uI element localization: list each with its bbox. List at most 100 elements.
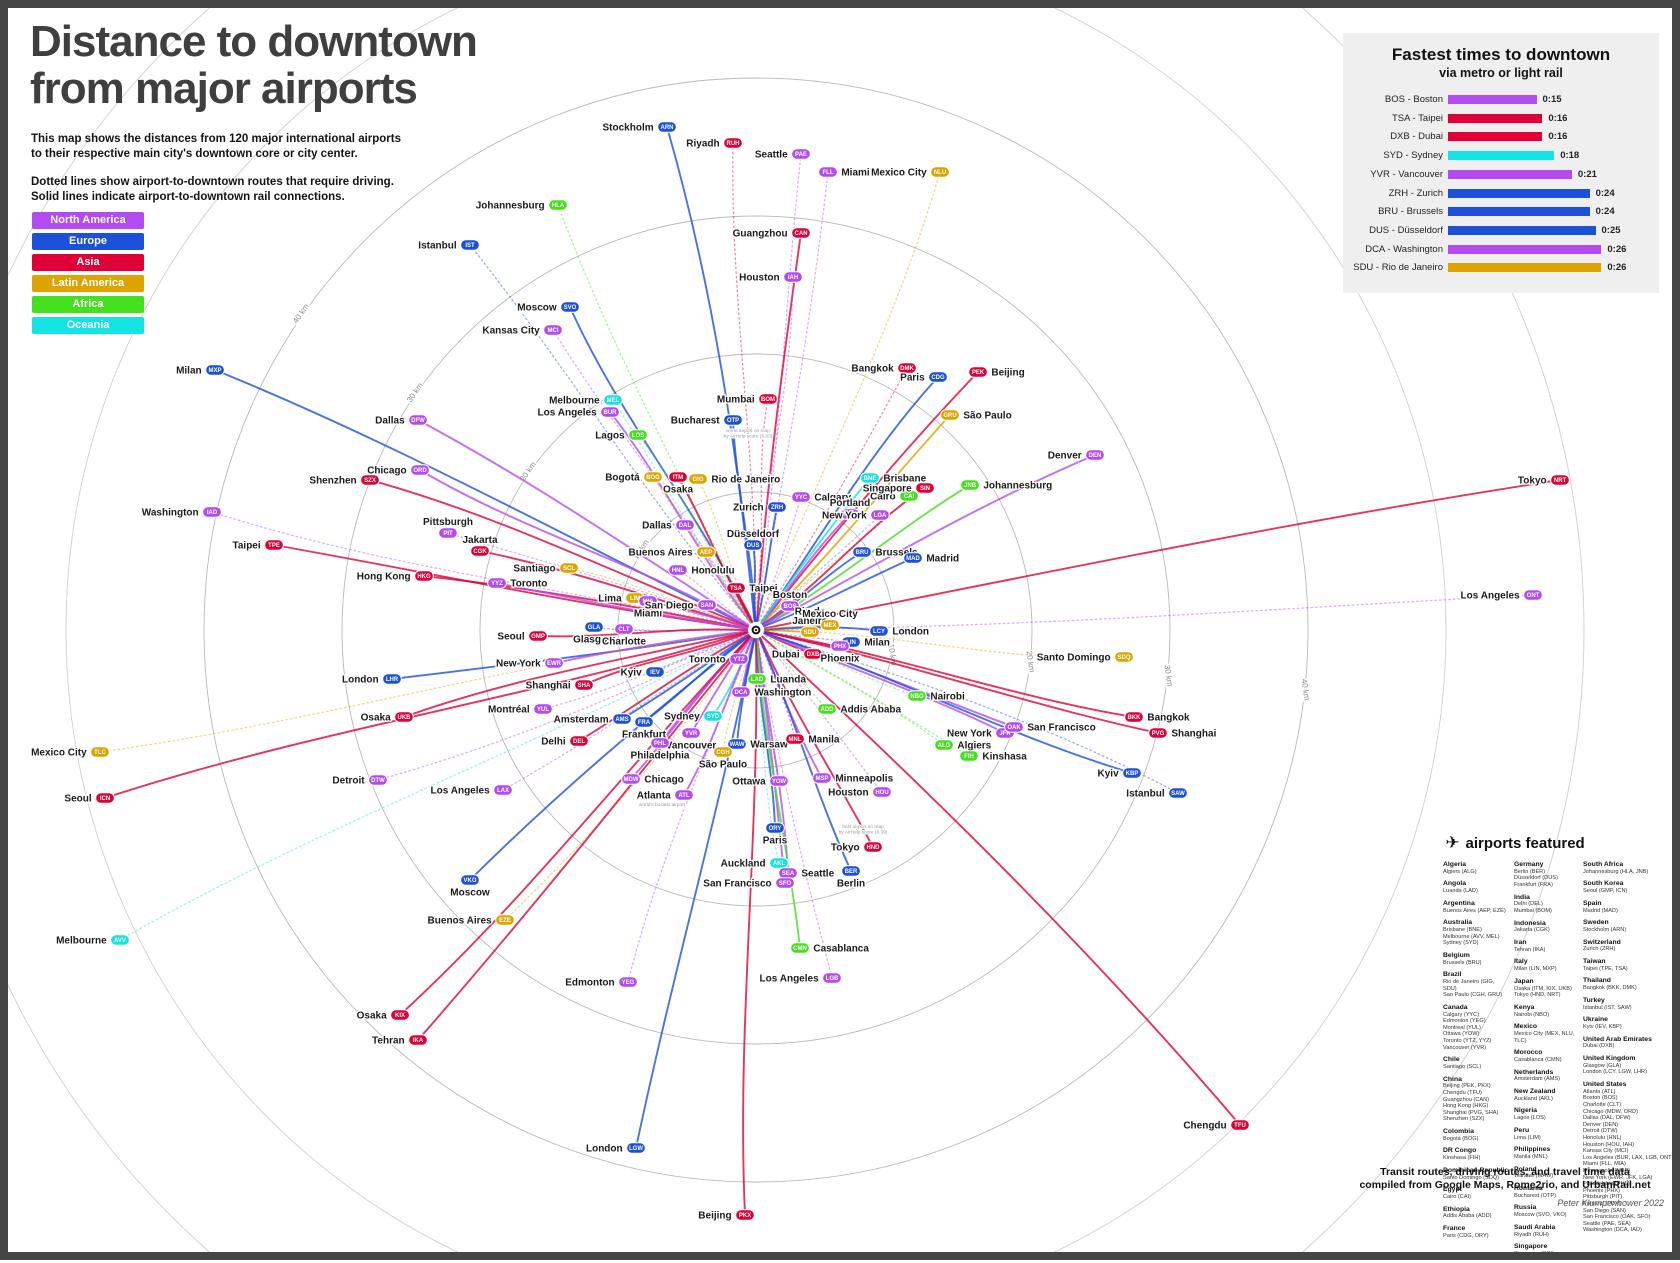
- airport-hou: HOU Houston: [827, 786, 892, 800]
- map-description: This map shows the distances from 120 ma…: [31, 132, 401, 218]
- legend-chip-latin-america: Latin America: [32, 275, 144, 292]
- route-lhr-rail: [391, 630, 749, 680]
- fastest-row-bar: [1448, 95, 1537, 104]
- airport-city-label: Los Angeles: [1461, 590, 1521, 601]
- country-airport: Moscow (SVO, VKO): [1514, 1212, 1567, 1219]
- airport-city-label: Santo Domingo: [1037, 652, 1111, 663]
- country-entry: Italy Milan (LIN, MXP): [1514, 958, 1580, 972]
- airport-city-label: Sydney: [664, 711, 700, 722]
- airport-code-pill: [928, 371, 948, 383]
- airport-ont: ONT Los Angeles: [1459, 589, 1543, 603]
- route-icn-rail: [104, 631, 749, 799]
- airport-code: MSP: [815, 776, 828, 782]
- airport-code-pill: [390, 1009, 410, 1021]
- airport-city-label: Pittsburgh: [423, 517, 473, 528]
- country-airport: Calgary (YYC): [1443, 1011, 1480, 1018]
- airport-code-pill: [618, 976, 638, 988]
- downtown-center-marker: [751, 625, 761, 635]
- airport-code-pill: [860, 472, 880, 484]
- route-gru-rail: [761, 414, 951, 625]
- airport-lad: LAD Luanda: [747, 673, 808, 687]
- country-airport: Mexico City (MEX, NLU, TLC): [1514, 1031, 1575, 1044]
- airport-code-pill: [1122, 767, 1142, 779]
- airport-code-pill: [495, 914, 515, 926]
- airport-gig: GIG Rio de Janeiro: [688, 473, 782, 487]
- country-name: Singapore: [1514, 1243, 1548, 1251]
- airport-code: NRT: [1554, 478, 1567, 484]
- country-airport: Miami (FLL, MIA): [1583, 1161, 1626, 1168]
- airport-code-pill: [817, 703, 837, 715]
- route-jfk-rail: [763, 632, 1006, 734]
- route-nbo-driving: [763, 632, 918, 697]
- country-airport: London (LCY, LGW, LHR): [1583, 1069, 1647, 1076]
- airport-code-pill: [110, 934, 130, 946]
- airport-code: GRU: [943, 413, 956, 419]
- airport-city-label: Edmonton: [565, 977, 614, 988]
- country-entry: Taiwan Taipei (TPE, TSA): [1583, 958, 1679, 972]
- route-gig-driving: [697, 478, 754, 623]
- fastest-row-label: DUS - Düsseldorf: [1369, 224, 1443, 236]
- airport-code: CLT: [618, 627, 630, 633]
- airport-bos: BOS Boston: [771, 588, 809, 612]
- country-name: Dominican Republic: [1443, 1166, 1509, 1174]
- map-annotation: by AirHelp score (6.03): [724, 434, 773, 440]
- ring-label-30km: 30 km: [1163, 664, 1175, 687]
- airport-code-pill: [1550, 474, 1570, 486]
- airport-code: KBP: [1126, 771, 1139, 777]
- route-dtw-driving: [377, 632, 749, 781]
- airport-city-label: Tehran: [372, 1035, 405, 1046]
- airport-code: IAD: [207, 510, 218, 516]
- airport-city-label: Osaka: [663, 484, 693, 495]
- airport-city-label: Mexico City: [31, 747, 87, 758]
- airport-code: AKL: [773, 861, 786, 867]
- airport-code-pill: [548, 199, 568, 211]
- country-airport: Edmonton (YEG): [1443, 1018, 1486, 1025]
- country-entry: India Delhi (DEL) Mumbai (BOM): [1514, 894, 1580, 915]
- country-airport: Jakarta (CGK): [1514, 927, 1550, 934]
- map-annotation: world's busiest airport: [639, 802, 686, 808]
- airport-code: ORD: [413, 468, 427, 474]
- country-airport: Casablanca (CMN): [1514, 1057, 1562, 1064]
- airport-mex: MEX Mexico City: [801, 607, 860, 631]
- airport-code-pill: [758, 393, 778, 405]
- airport-city-label: Hong Kong: [357, 571, 411, 582]
- country-airport: Osaka (ITM, KIX, UKB): [1514, 985, 1572, 992]
- airport-code-pill: [703, 710, 723, 722]
- country-entry: Mexico Mexico City (MEX, NLU, TLC): [1514, 1023, 1580, 1044]
- country-entry: United Arab Emirates Dubai (DXB): [1583, 1036, 1679, 1050]
- airport-pkx: PKX Beijing: [697, 1209, 755, 1223]
- country-airport: Bogotá (BOG): [1443, 1135, 1479, 1142]
- airport-city-label: Taipei: [749, 583, 777, 594]
- country-entry: Spain Madrid (MAD): [1583, 900, 1679, 914]
- route-ika-rail: [417, 635, 752, 1041]
- route-yyz-rail: [496, 582, 749, 630]
- airport-ika: IKA Tehran: [371, 1034, 428, 1048]
- country-name: Poland: [1514, 1165, 1537, 1173]
- route-pek-rail: [760, 371, 979, 625]
- airport-code-pill: [723, 137, 743, 149]
- route-gmp-rail: [537, 628, 748, 638]
- map-annotation: best airport on map: [842, 824, 884, 830]
- airport-code-pill: [675, 519, 695, 531]
- airport-city-label: Charlotte: [602, 636, 646, 647]
- credits-line1: Transit routes, driving routes, and trav…: [1380, 1166, 1630, 1178]
- fastest-row-dus: DUS - Düsseldorf 0:25: [1343, 225, 1659, 236]
- country-name: Spain: [1583, 899, 1602, 907]
- airport-city-label: Kinshasa: [982, 751, 1027, 762]
- airport-mci: MCI Kansas City: [481, 324, 563, 338]
- country-entry: Switzerland Zurich (ZRH): [1583, 939, 1679, 953]
- airport-code: SHA: [578, 683, 591, 689]
- airport-code: DFW: [411, 418, 425, 424]
- airport-code: SCL: [563, 566, 575, 572]
- airport-yul: YUL Montréal: [487, 703, 553, 717]
- airport-oak: OAK San Francisco: [1004, 721, 1097, 735]
- country-name: Switzerland: [1583, 938, 1621, 946]
- country-name: Nigeria: [1514, 1107, 1538, 1115]
- airport-code: TFU: [1234, 1123, 1246, 1129]
- airport-city-label: Lima: [598, 593, 622, 604]
- country-airport: Honolulu (HNL): [1583, 1135, 1622, 1142]
- airport-code: BOM: [761, 397, 775, 403]
- airport-dmk: DMK Bangkok: [850, 362, 917, 376]
- airport-city-label: San Diego: [645, 600, 694, 611]
- country-name: Peru: [1514, 1126, 1530, 1134]
